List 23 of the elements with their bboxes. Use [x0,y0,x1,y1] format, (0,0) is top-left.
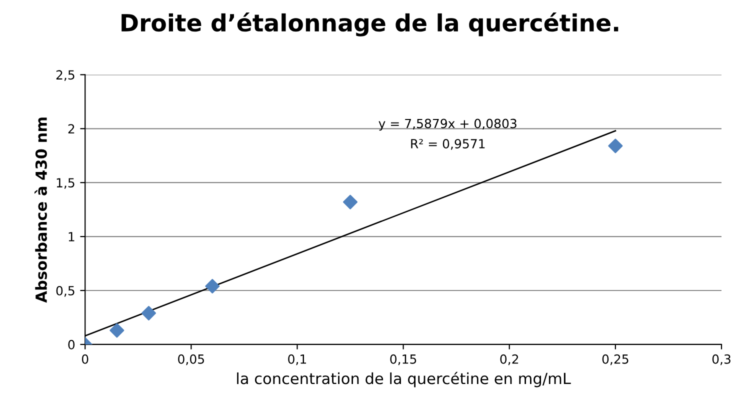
x-tick-label: 0,15 [390,354,416,366]
y-tick-label: 2,5 [56,70,74,81]
y-tick-label: 2 [68,124,74,134]
y-tick-label: 1,5 [56,178,74,189]
point [110,323,124,338]
x-axis-title: la concentration de la quercétine en mg/mL [237,372,571,388]
y-axis-title: Absorbance à 430 nm [34,118,47,303]
x-tick-label: 0,2 [500,354,518,366]
x-tick-label: 0 [82,354,88,364]
point [608,138,623,154]
annotation: R² = 0,9571 [411,139,485,150]
x-tick-label: 0,1 [288,354,306,366]
point [342,194,358,210]
x-tick-label: 0,25 [602,354,628,366]
point [205,278,220,294]
chart-title: Droite d’étalonnage de la quercétine. [122,12,618,36]
y-tick-label: 0,5 [56,286,74,297]
x-tick-label: 0,3 [712,354,730,366]
point [141,306,156,320]
y-tick-label: 1 [68,232,74,242]
x-tick-label: 0,05 [178,354,204,366]
annotation: y = 7,5879x + 0,0803 [378,118,516,131]
y-tick-label: 0 [68,340,75,350]
